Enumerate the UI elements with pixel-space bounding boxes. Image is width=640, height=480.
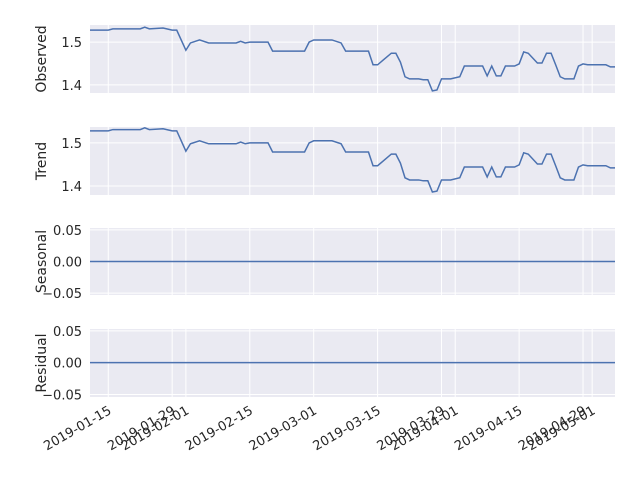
x-tick-label: 2019-01-15 (41, 403, 114, 454)
x-tick-label: 2019-02-15 (183, 403, 256, 454)
y-tick-label: 0.00 (53, 357, 82, 372)
y-axis-label: Trend (34, 142, 50, 181)
y-tick-label: 0.00 (53, 256, 82, 271)
y-tick-label: 1.4 (61, 180, 82, 195)
y-tick-label: −0.05 (42, 287, 82, 302)
plot-area (90, 25, 615, 93)
y-tick-label: −0.05 (42, 388, 82, 403)
y-axis-label: Residual (34, 333, 50, 392)
y-tick-label: 0.05 (53, 224, 82, 239)
data-line (90, 127, 615, 193)
y-axis-label: Seasonal (34, 230, 50, 293)
y-tick-label: 1.5 (61, 137, 82, 152)
data-line (90, 26, 615, 92)
y-tick-label: 1.5 (61, 36, 82, 51)
plot-area (90, 127, 615, 195)
x-tick-label: 2019-03-15 (311, 403, 384, 454)
y-tick-label: 0.05 (53, 325, 82, 340)
y-tick-label: 1.4 (61, 79, 82, 94)
x-tick-label: 2019-03-01 (247, 403, 320, 454)
x-tick-label: 2019-04-15 (452, 403, 525, 454)
y-axis-label: Observed (34, 25, 50, 92)
